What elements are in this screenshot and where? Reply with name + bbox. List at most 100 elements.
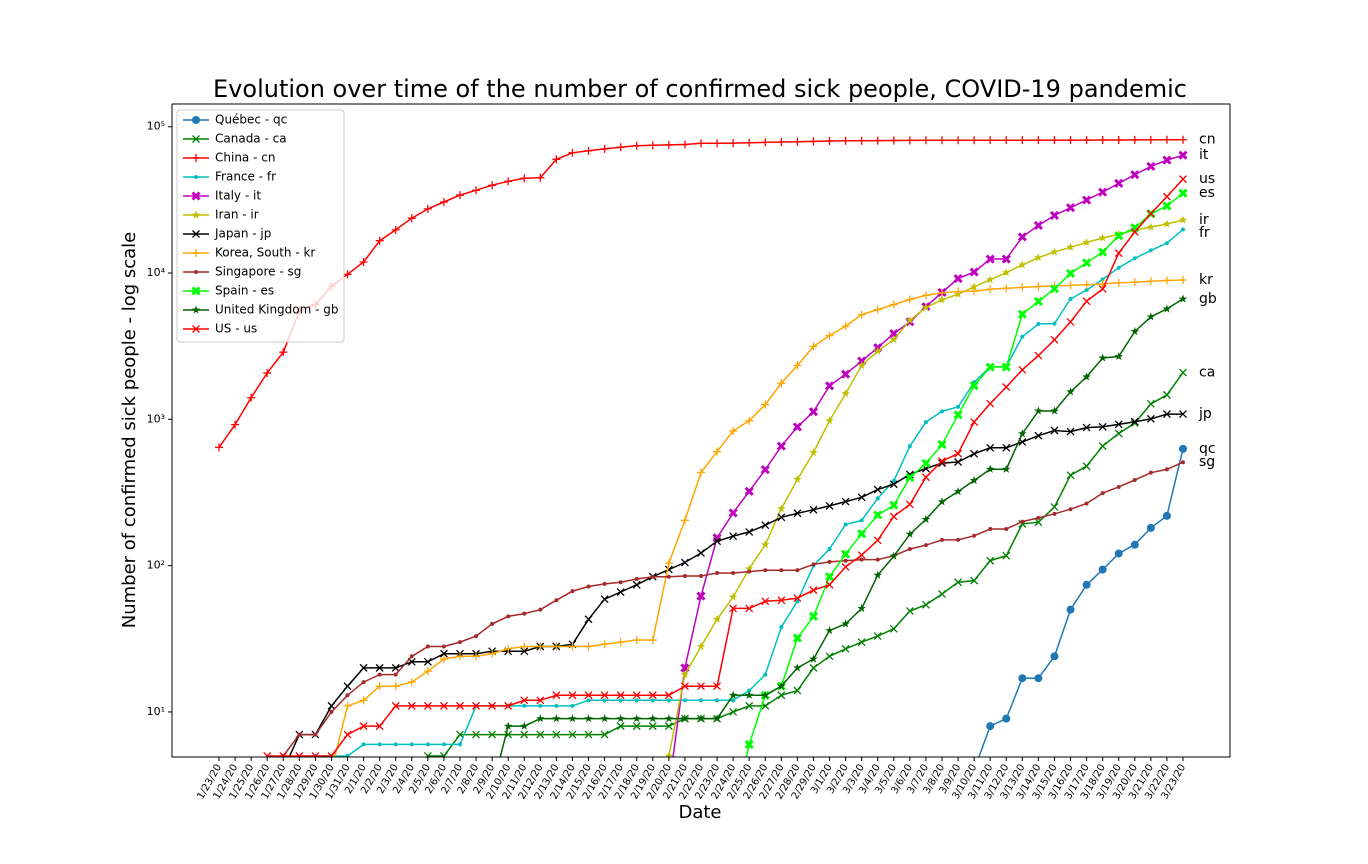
data-point: [1082, 297, 1091, 306]
data-point: [827, 559, 832, 564]
data-point: [761, 400, 770, 409]
data-point: [192, 154, 200, 162]
legend-label: Korea, South - kr: [215, 246, 315, 260]
data-point: [584, 730, 593, 739]
legend-label: Italy - it: [215, 189, 261, 203]
legend-label: Canada - ca: [215, 132, 287, 146]
data-point: [192, 116, 200, 124]
data-point: [506, 614, 511, 619]
data-point: [1098, 422, 1107, 431]
data-point: [969, 267, 979, 277]
data-point: [425, 644, 430, 649]
data-point: [1034, 406, 1043, 415]
data-point: [233, 812, 237, 816]
data-point: [505, 811, 512, 818]
data-point: [1065, 203, 1076, 213]
data-point: [1130, 417, 1139, 426]
data-point: [857, 310, 866, 319]
data-point: [745, 527, 754, 536]
data-point: [938, 457, 946, 466]
data-point: [954, 287, 963, 296]
data-point: [439, 197, 448, 206]
data-point: [392, 855, 399, 862]
data-point: [825, 416, 834, 425]
data-point: [280, 855, 287, 862]
data-point: [632, 636, 641, 645]
data-point: [343, 730, 352, 739]
data-point: [715, 571, 720, 576]
data-point: [1098, 187, 1108, 197]
data-point: [632, 722, 641, 731]
data-point: [744, 690, 754, 699]
data-point: [905, 136, 914, 145]
data-point: [345, 753, 350, 757]
data-point: [793, 509, 802, 518]
data-point: [600, 144, 609, 153]
data-point: [1162, 410, 1171, 419]
data-point: [889, 480, 898, 489]
data-point: [522, 703, 527, 708]
y-tick-label: 10⁴: [147, 266, 166, 279]
data-point: [921, 600, 930, 609]
data-point: [795, 568, 800, 573]
data-point: [391, 682, 400, 691]
data-point: [956, 404, 961, 409]
data-point: [361, 680, 366, 685]
data-point: [649, 810, 658, 818]
data-point: [921, 473, 930, 482]
data-point: [985, 464, 995, 473]
data-point: [1001, 362, 1011, 372]
data-point: [393, 672, 398, 677]
data-point: [747, 688, 752, 693]
data-point: [1002, 136, 1011, 145]
data-point: [472, 701, 481, 710]
legend-label: Iran - ir: [215, 208, 259, 222]
data-point: [361, 742, 366, 747]
data-point: [969, 381, 979, 391]
data-point: [921, 458, 931, 468]
data-point: [616, 143, 625, 152]
data-point: [520, 730, 529, 739]
data-point: [1082, 258, 1092, 268]
data-point: [777, 691, 786, 700]
data-point: [424, 810, 433, 818]
data-point: [938, 288, 946, 297]
series-end-label: it: [1199, 147, 1209, 163]
data-point: [554, 598, 559, 603]
series-end-label: jp: [1198, 406, 1212, 422]
data-point: [407, 678, 416, 687]
series-line: [218, 138, 1184, 448]
data-point: [602, 698, 607, 703]
data-point: [1114, 231, 1124, 241]
data-point: [729, 707, 738, 716]
data-point: [938, 136, 946, 145]
data-point: [713, 139, 722, 148]
data-point: [1068, 507, 1073, 512]
data-point: [986, 285, 995, 294]
data-point: [1001, 254, 1011, 264]
data-point: [632, 714, 641, 723]
data-point: [873, 570, 882, 579]
data-point: [986, 722, 995, 731]
data-point: [921, 514, 931, 523]
data-point: [584, 146, 593, 155]
data-point: [327, 701, 336, 710]
data-point: [811, 562, 816, 567]
data-point: [231, 810, 239, 818]
data-point: [777, 513, 786, 522]
data-point: [697, 682, 705, 691]
data-point: [440, 855, 447, 862]
data-point: [937, 439, 947, 450]
data-point: [601, 811, 608, 818]
data-point: [423, 657, 432, 666]
data-point: [279, 348, 288, 357]
data-point: [875, 496, 880, 501]
data-point: [456, 701, 464, 710]
data-point: [1146, 399, 1155, 408]
data-point: [1002, 464, 1011, 473]
data-point: [568, 148, 577, 157]
data-point: [441, 742, 446, 747]
data-point: [409, 742, 414, 747]
data-point: [648, 714, 658, 723]
data-point: [970, 136, 979, 145]
